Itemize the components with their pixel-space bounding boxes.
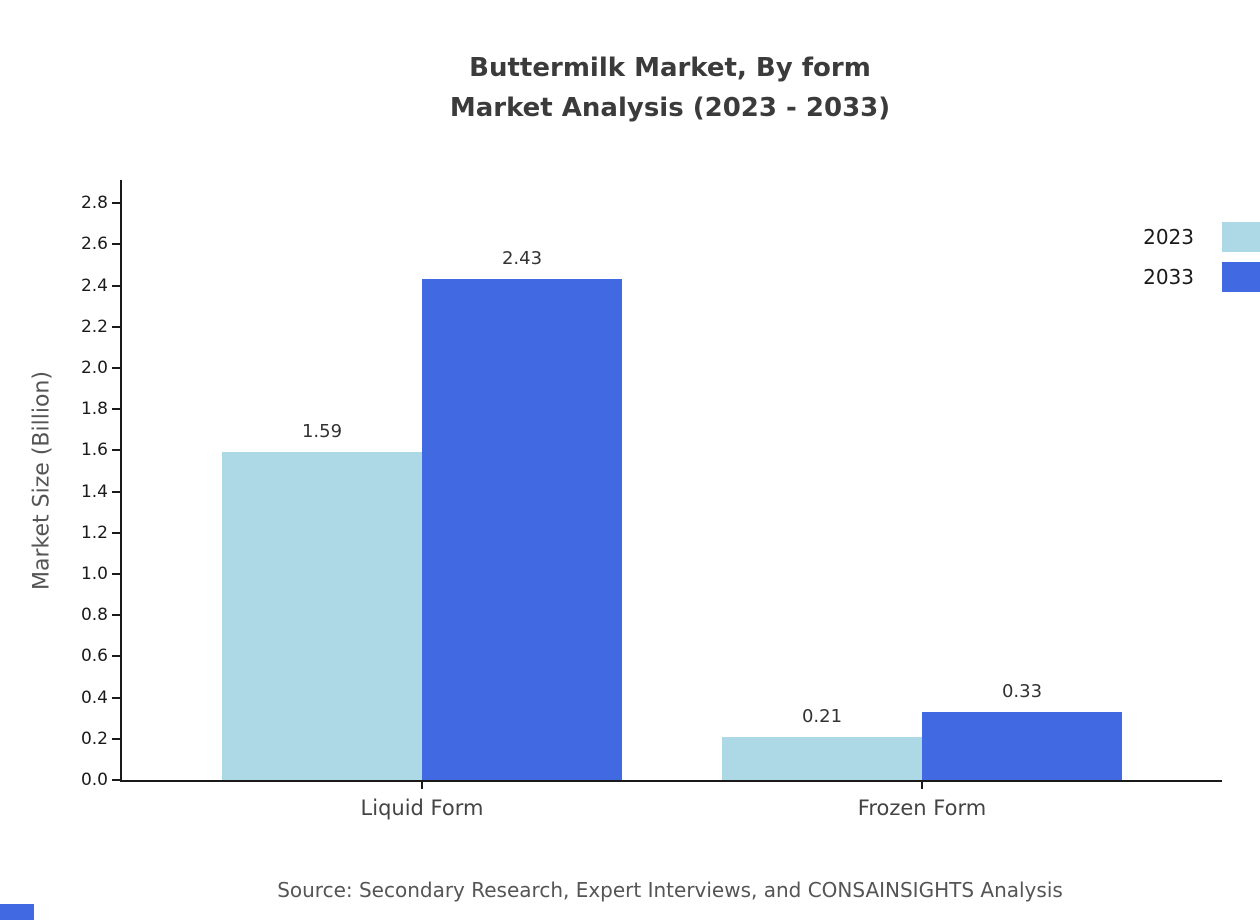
- y-tick-label: 1.0: [80, 564, 108, 584]
- x-category-label-liquid-form: Liquid Form: [360, 796, 484, 820]
- legend-label-2023: 2023: [1143, 225, 1194, 249]
- y-tick-label: 0.2: [80, 728, 108, 749]
- legend-swatch-2023: [1222, 222, 1260, 252]
- y-tick-mark: [112, 737, 120, 740]
- y-tick-mark: [112, 779, 120, 781]
- y-tick-mark: [112, 243, 120, 246]
- y-tick-label: 1.2: [80, 522, 108, 543]
- y-tick-mark: [112, 325, 120, 328]
- chart-title-line1: Buttermilk Market, By form: [469, 53, 871, 83]
- brand-corner-square: [0, 904, 34, 920]
- y-tick-label: 0.8: [80, 605, 108, 626]
- bar-value-label-2033-frozen-form: 0.33: [1001, 681, 1043, 703]
- bar-value-label-2033-liquid-form: 2.43: [501, 248, 543, 270]
- legend-swatch-2033: [1222, 262, 1260, 292]
- y-tick-mark: [112, 408, 120, 411]
- bar-value-label-2023-liquid-form: 1.59: [301, 421, 343, 443]
- y-tick-mark: [112, 367, 120, 369]
- y-tick-label: 1.8: [80, 399, 108, 420]
- bar-2023-frozen-form: [722, 736, 922, 780]
- y-tick-label: 0.0: [80, 770, 108, 790]
- y-tick-label: 0.6: [80, 646, 108, 667]
- x-category-label-frozen-form: Frozen Form: [857, 796, 987, 820]
- x-tick-mark: [921, 780, 923, 789]
- legend-item-2023: 2023: [1143, 222, 1260, 252]
- y-tick-mark: [112, 573, 120, 575]
- y-tick-mark: [112, 490, 120, 493]
- y-tick-label: 2.0: [80, 358, 108, 378]
- bar-2023-liquid-form: [222, 452, 422, 780]
- y-tick-label: 2.8: [80, 193, 108, 214]
- x-tick-mark: [421, 780, 423, 789]
- legend-item-2033: 2033: [1143, 262, 1260, 292]
- bar-value-label-2023-frozen-form: 0.21: [801, 705, 843, 727]
- y-tick-mark: [112, 655, 120, 658]
- y-tick-mark: [112, 449, 120, 452]
- y-tick-mark: [112, 202, 120, 205]
- y-axis-label: Market Size (Billion): [29, 371, 55, 590]
- y-tick-mark: [112, 696, 120, 699]
- y-tick-label: 1.6: [80, 440, 108, 461]
- bar-2033-frozen-form: [922, 712, 1122, 780]
- y-tick-label: 2.6: [80, 234, 108, 255]
- y-tick-label: 0.4: [80, 687, 108, 708]
- bar-2033-liquid-form: [422, 279, 622, 780]
- y-tick-label: 2.4: [80, 275, 108, 296]
- legend-label-2033: 2033: [1143, 265, 1194, 289]
- y-tick-mark: [112, 284, 120, 287]
- y-tick-mark: [112, 531, 120, 534]
- y-tick-label: 2.2: [80, 316, 108, 337]
- plot-area: 0.0 0.2 0.4 0.6 0.8 1.0 1.2 1.4 1.6 1.8 2.0 2.2 2.4 2…: [81, 180, 1222, 820]
- chart-title: Buttermilk Market, By form Market Analys…: [80, 48, 1260, 128]
- chart-title-line2: Market Analysis (2023 - 2033): [449, 93, 891, 123]
- legend: 2023 2033: [1143, 222, 1260, 292]
- y-tick-label: 1.4: [80, 481, 108, 502]
- y-tick-mark: [112, 614, 120, 617]
- source-note: Source: Secondary Research, Expert Inter…: [277, 878, 1063, 902]
